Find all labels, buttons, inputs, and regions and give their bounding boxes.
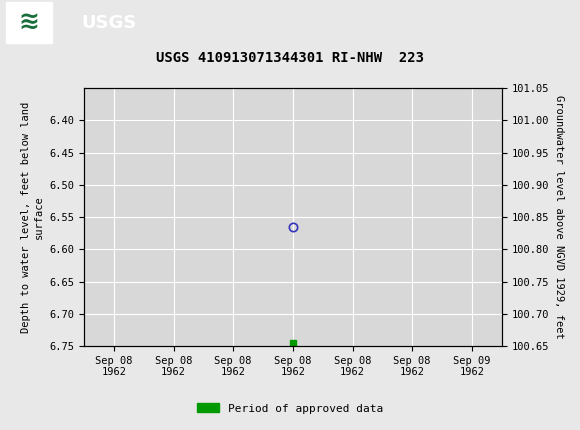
- Text: USGS 410913071344301 RI-NHW  223: USGS 410913071344301 RI-NHW 223: [156, 50, 424, 64]
- Legend: Period of approved data: Period of approved data: [193, 399, 387, 418]
- Text: USGS: USGS: [81, 14, 136, 31]
- Y-axis label: Depth to water level, feet below land
surface: Depth to water level, feet below land su…: [21, 101, 44, 333]
- Y-axis label: Groundwater level above NGVD 1929, feet: Groundwater level above NGVD 1929, feet: [554, 95, 564, 339]
- Bar: [6, 2, 52, 43]
- Text: ≋: ≋: [19, 11, 39, 34]
